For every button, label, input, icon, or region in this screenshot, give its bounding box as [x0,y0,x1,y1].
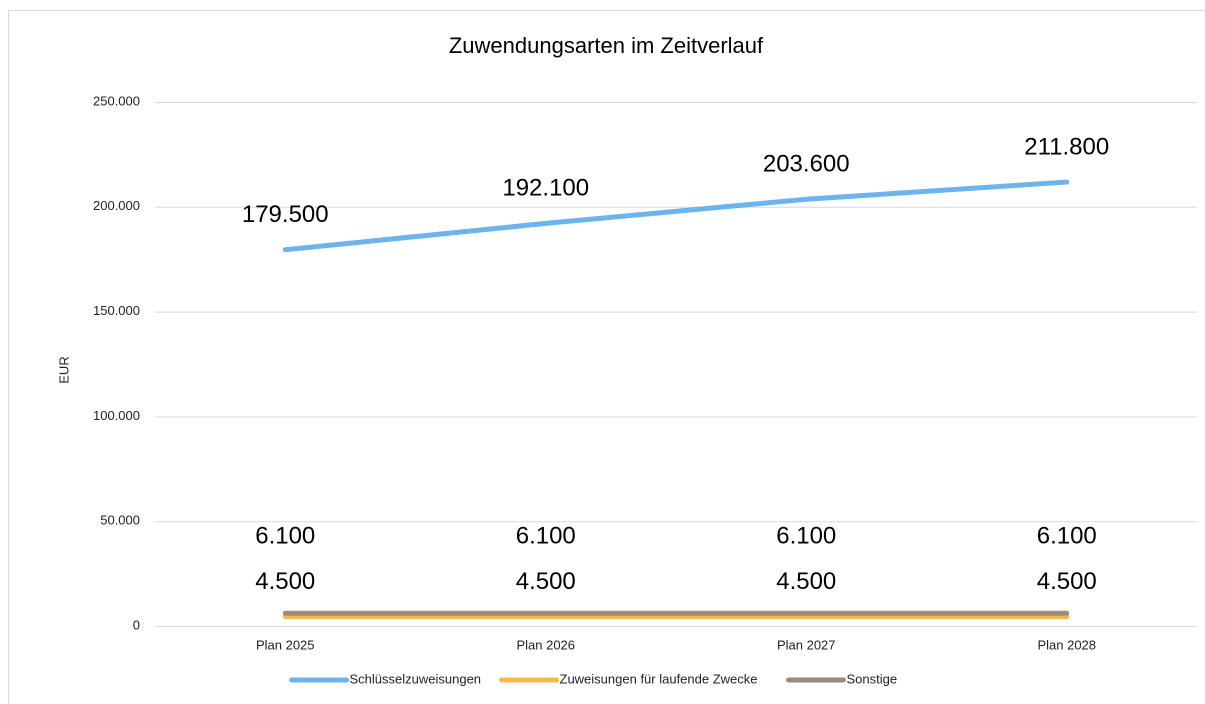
data-label: 4.500 [776,568,836,595]
y-tick-label: 250.000 [93,93,140,108]
y-tick-label: 50.000 [100,513,140,528]
data-label: 6.100 [516,523,576,550]
y-tick-label: 0 [133,617,140,632]
x-tick-label: Plan 2028 [1037,637,1096,652]
data-label: 4.500 [255,568,315,595]
series-line [282,179,1070,253]
y-axis-label: EUR [56,356,71,383]
y-tick-label: 150.000 [93,303,140,318]
x-tick-label: Plan 2027 [777,637,836,652]
legend-label: Schlüsselzuweisungen [350,671,482,686]
data-label: 211.800 [1024,133,1109,160]
data-label: 4.500 [516,568,576,595]
data-label: 6.100 [255,523,315,550]
data-label: 203.600 [763,151,850,178]
legend-label: Zuweisungen für laufende Zwecke [560,671,758,686]
data-label: 192.100 [502,175,589,202]
y-tick-label: 100.000 [93,408,140,423]
legend-label: Sonstige [847,671,898,686]
data-label: 4.500 [1037,568,1097,595]
x-tick-label: Plan 2025 [256,637,315,652]
data-label: 179.500 [242,201,329,228]
chart-title: Zuwendungsarten im Zeitverlauf [449,33,764,58]
data-label: 6.100 [1037,523,1097,550]
y-tick-label: 200.000 [93,198,140,213]
chart-border [8,10,1205,704]
x-tick-label: Plan 2026 [516,637,575,652]
data-label: 6.100 [776,523,836,550]
